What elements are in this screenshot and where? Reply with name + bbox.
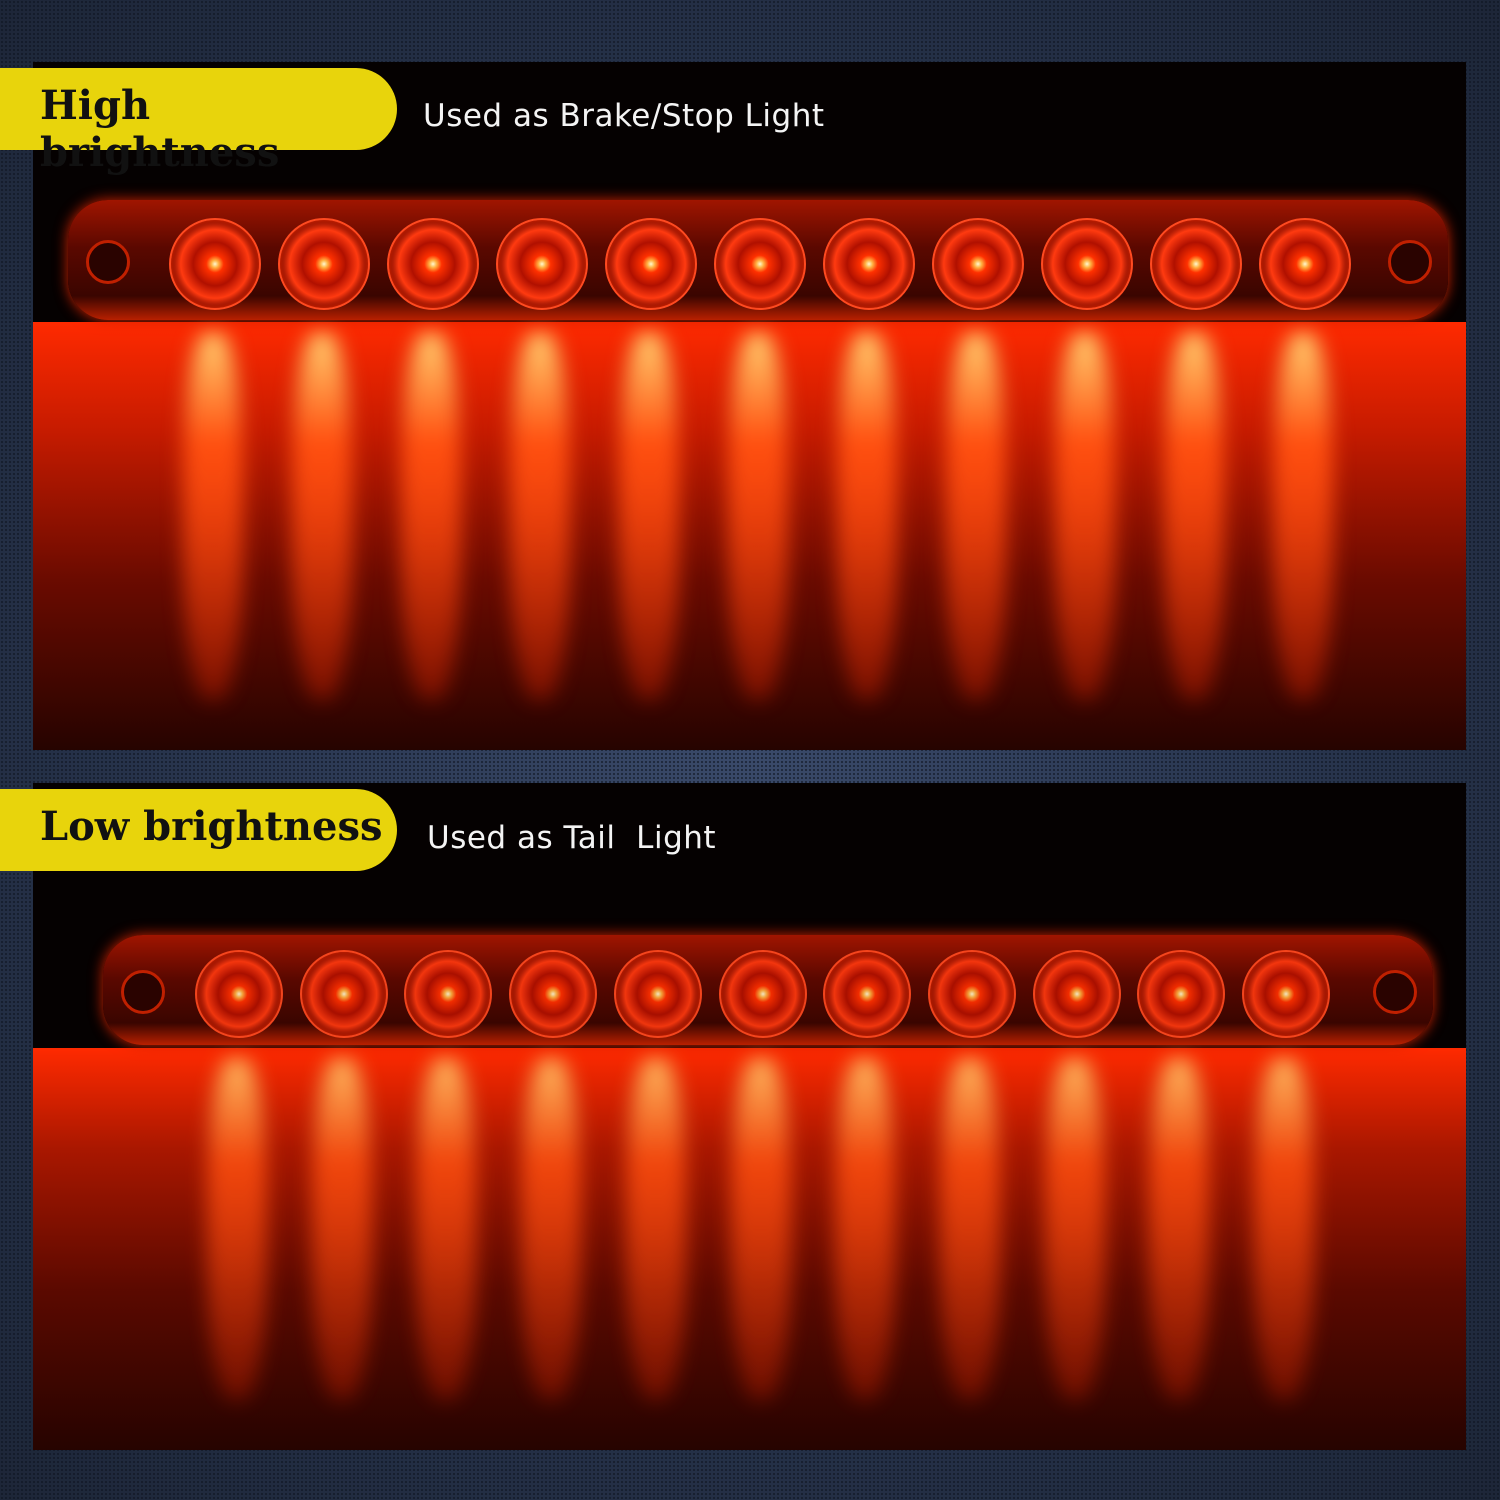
- tail-light-caption: Used as Tail Light: [427, 820, 717, 856]
- reflection-streak: [1149, 1058, 1210, 1400]
- reflection-streak: [311, 1058, 372, 1400]
- mounting-hole: [86, 240, 130, 284]
- led-lamp: [714, 218, 806, 310]
- reflection-streak: [939, 1058, 1000, 1400]
- led-lamp: [1259, 218, 1351, 310]
- reflection-streak: [619, 332, 679, 700]
- led-lamp: [718, 950, 807, 1038]
- led-lamp: [1150, 218, 1242, 310]
- reflection-streak: [1055, 332, 1115, 700]
- led-lamp: [823, 218, 915, 310]
- led-lamp: [927, 950, 1016, 1038]
- reflection-streak: [292, 332, 352, 700]
- badge-text: High brightness: [40, 82, 280, 176]
- reflection-streak: [1273, 332, 1333, 700]
- reflection-streak: [1164, 332, 1224, 700]
- mounting-hole: [1373, 970, 1417, 1014]
- led-lamp: [1137, 950, 1226, 1038]
- led-lamp: [278, 218, 370, 310]
- led-lamp: [1041, 218, 1133, 310]
- reflection-streak: [625, 1058, 686, 1400]
- reflection-streak: [728, 332, 788, 700]
- low-brightness-photo: [33, 783, 1466, 1450]
- reflection-streak: [1254, 1058, 1314, 1400]
- led-lamp: [1242, 950, 1330, 1038]
- reflection-streak: [1044, 1058, 1105, 1400]
- led-lamp: [195, 950, 283, 1038]
- led-lamp: [509, 950, 598, 1038]
- reflection-streak: [207, 1058, 267, 1400]
- reflection-streak: [183, 332, 243, 700]
- mounting-hole: [1388, 240, 1432, 284]
- brake-light-caption: Used as Brake/Stop Light: [423, 98, 825, 134]
- reflection-streak: [946, 332, 1006, 700]
- reflection-streak: [416, 1058, 477, 1400]
- high-brightness-photo: [33, 62, 1466, 750]
- led-lamp: [932, 218, 1024, 310]
- low-brightness-badge: Low brightness: [0, 789, 397, 871]
- high-brightness-badge: High brightness: [0, 68, 397, 176]
- led-lamp: [299, 950, 388, 1038]
- reflection-streak: [510, 332, 570, 700]
- reflection-streak: [837, 332, 897, 700]
- led-lamp: [496, 218, 588, 310]
- badge-text: Low brightness: [40, 803, 383, 850]
- led-lamp: [404, 950, 493, 1038]
- led-lamp: [605, 218, 697, 310]
- reflection-streak: [521, 1058, 582, 1400]
- led-lamp: [387, 218, 479, 310]
- led-lamp: [169, 218, 261, 310]
- reflection-streak: [835, 1058, 896, 1400]
- mounting-hole: [121, 970, 165, 1014]
- reflection-streak: [401, 332, 461, 700]
- led-lamp: [823, 950, 912, 1038]
- led-lamp: [1032, 950, 1121, 1038]
- led-lamp: [613, 950, 702, 1038]
- reflection-streak: [730, 1058, 791, 1400]
